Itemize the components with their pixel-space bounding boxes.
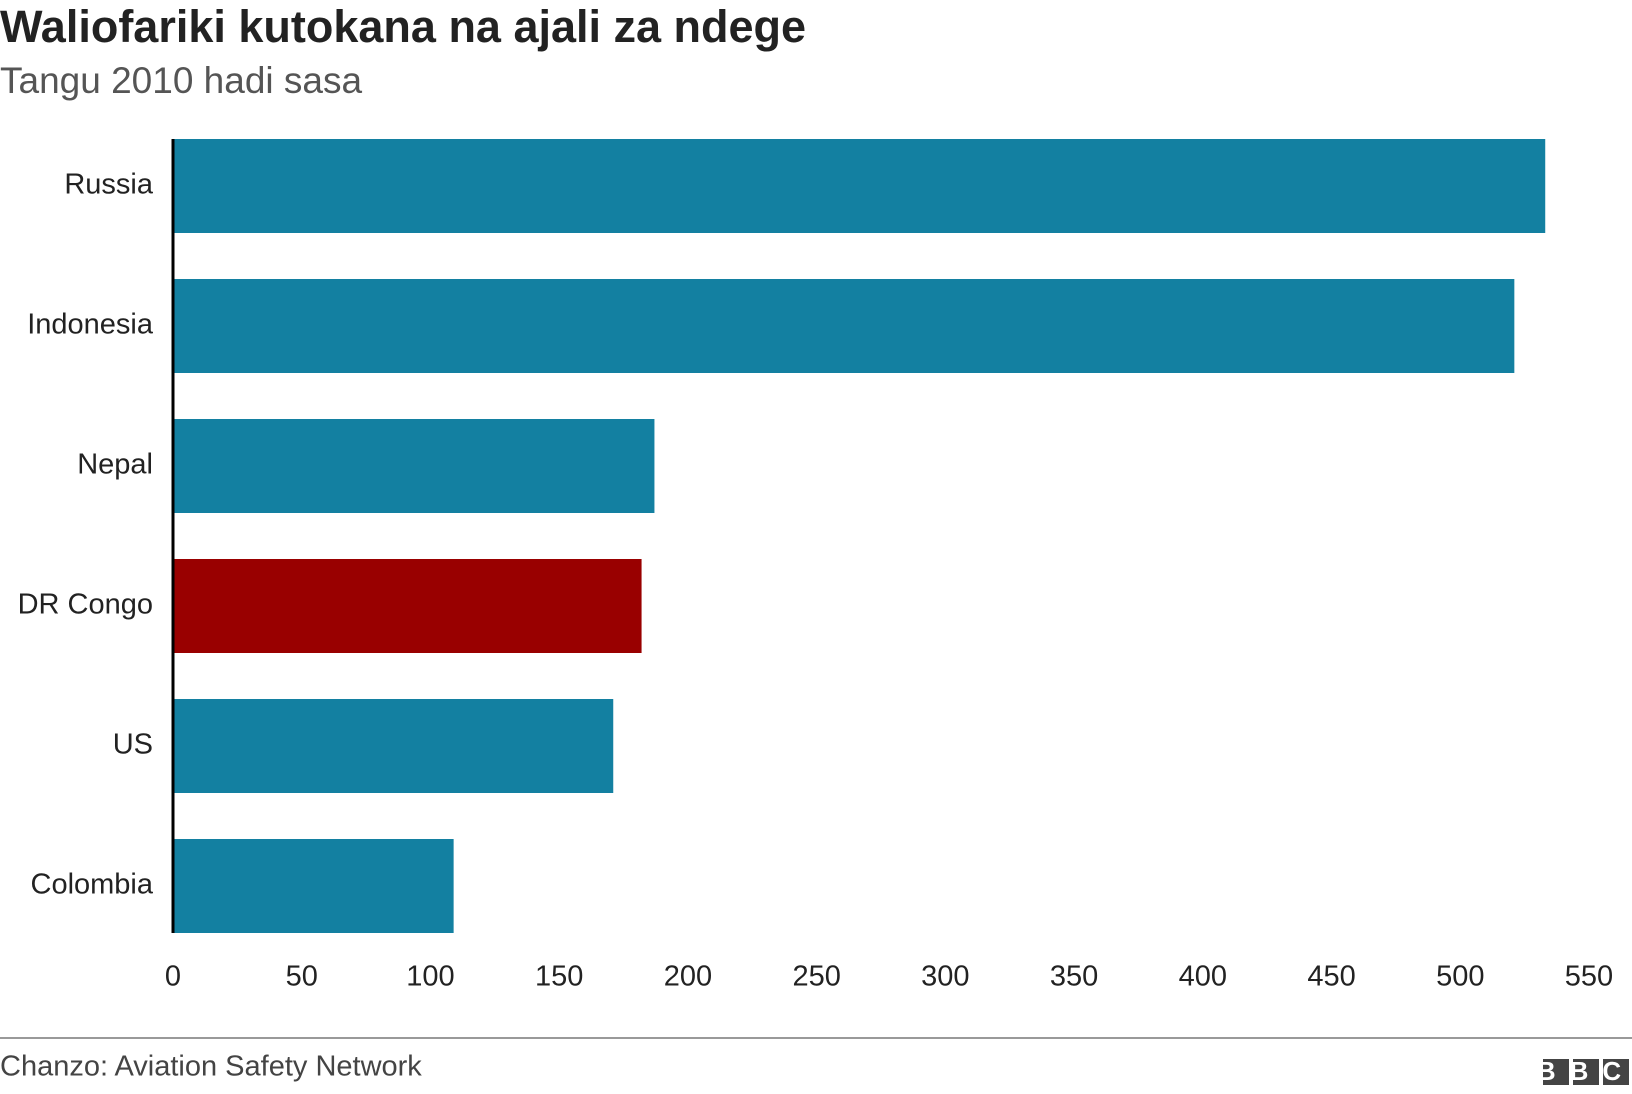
y-tick-label: Nepal [77, 449, 153, 481]
x-tick-label: 150 [535, 961, 583, 993]
source: Chanzo: Aviation Safety Network [0, 1051, 422, 1083]
x-tick-label: 450 [1307, 961, 1355, 993]
y-tick-label: US [113, 729, 153, 761]
y-tick-label: Russia [64, 169, 154, 201]
bar [173, 279, 1515, 373]
x-tick-label: 250 [792, 961, 840, 993]
y-tick-label: Indonesia [27, 309, 154, 341]
x-tick-label: 100 [406, 961, 454, 993]
chart-title: Waliofariki kutokana na ajali za ndege [0, 1, 806, 52]
x-tick-label: 50 [286, 961, 318, 993]
logo-text: BBC [1537, 1056, 1632, 1086]
logo: BBC [1537, 1056, 1632, 1086]
x-tick-label: 350 [1050, 961, 1098, 993]
x-tick-label: 300 [921, 961, 969, 993]
x-tick-label: 400 [1179, 961, 1227, 993]
chart-subtitle: Tangu 2010 hadi sasa [0, 60, 362, 101]
y-tick-label: DR Congo [18, 589, 153, 621]
bar [173, 139, 1546, 233]
x-tick-label: 500 [1436, 961, 1484, 993]
bar [173, 559, 642, 653]
x-tick-label: 0 [165, 961, 181, 993]
y-tick-label: Colombia [31, 869, 154, 901]
x-tick-label: 550 [1565, 961, 1613, 993]
x-tick-label: 200 [664, 961, 712, 993]
bar [173, 699, 614, 793]
bar [173, 419, 655, 513]
bar [173, 839, 454, 933]
